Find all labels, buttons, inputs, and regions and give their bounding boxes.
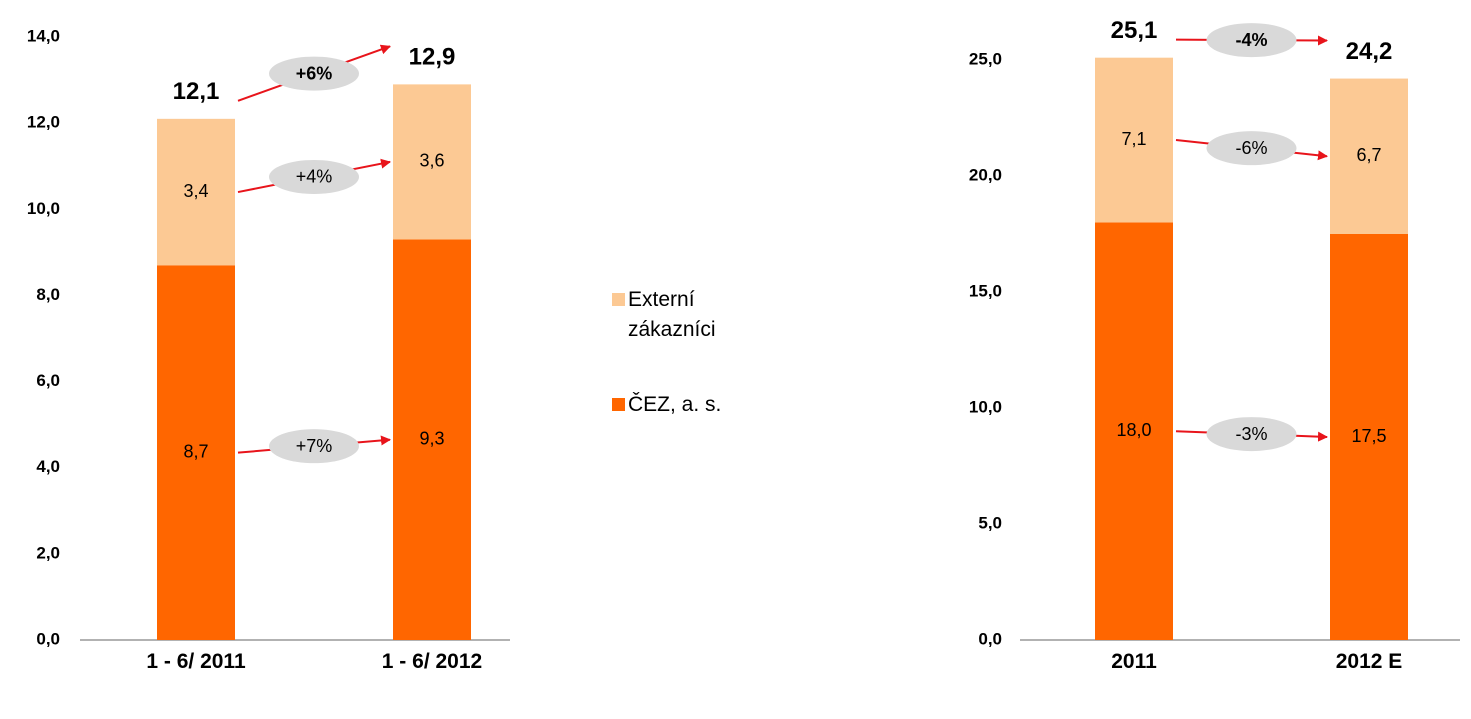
bar-segment <box>1095 57 1173 223</box>
change-badge <box>269 429 359 464</box>
change-label: +4% <box>296 167 333 187</box>
change-badge <box>269 159 359 194</box>
legend-label: Externí zákazníci <box>628 288 716 341</box>
bar-segment <box>1095 222 1173 640</box>
y-tick-label: 25,0 <box>969 49 1002 68</box>
y-tick-label: 14,0 <box>27 26 60 45</box>
change-label: +7% <box>296 436 333 456</box>
change-badge <box>1206 417 1297 452</box>
legend-swatch <box>612 398 625 411</box>
x-tick-label: 1 - 6/ 2012 <box>381 650 483 673</box>
segment-label: 3,6 <box>419 151 444 171</box>
bar-segment <box>1330 234 1408 640</box>
segment-label: 6,7 <box>1356 145 1381 165</box>
change-badge <box>1206 131 1297 166</box>
change-badge <box>1206 23 1297 58</box>
x-tick-label: 2012 E <box>1335 650 1403 673</box>
segment-label: 9,3 <box>419 428 444 448</box>
bar-segment <box>393 84 471 240</box>
bar-segment <box>1330 78 1408 234</box>
y-tick-label: 2,0 <box>36 543 60 562</box>
segment-label: 17,5 <box>1351 426 1386 446</box>
total-label: 25,1 <box>1111 17 1158 44</box>
segment-label: 7,1 <box>1121 129 1146 149</box>
segment-label: 8,7 <box>183 441 208 461</box>
y-tick-label: 8,0 <box>36 285 60 304</box>
y-tick-label: 10,0 <box>969 397 1002 416</box>
y-tick-label: 10,0 <box>27 199 60 218</box>
y-tick-label: 5,0 <box>978 513 1002 532</box>
change-label: +6% <box>296 63 333 83</box>
x-tick-label: 2011 <box>1111 650 1157 673</box>
y-tick-label: 20,0 <box>969 165 1002 184</box>
bar-segment <box>393 239 471 640</box>
y-tick-label: 12,0 <box>27 113 60 132</box>
y-tick-label: 0,0 <box>36 629 60 648</box>
segment-label: 18,0 <box>1116 420 1151 440</box>
x-tick-label: 1 - 6/ 2011 <box>146 650 246 673</box>
y-tick-label: 15,0 <box>969 281 1002 300</box>
change-label: -6% <box>1235 138 1267 158</box>
legend-swatch <box>612 293 625 306</box>
bar-segment <box>157 265 235 640</box>
change-badge <box>269 56 359 91</box>
y-tick-label: 6,0 <box>36 371 60 390</box>
bar-segment <box>157 118 235 266</box>
total-label: 24,2 <box>1346 38 1393 65</box>
total-label: 12,1 <box>173 78 220 105</box>
total-label: 12,9 <box>409 44 456 71</box>
segment-label: 3,4 <box>183 181 208 201</box>
y-tick-label: 0,0 <box>978 629 1002 648</box>
y-tick-label: 4,0 <box>36 457 60 476</box>
change-label: -4% <box>1235 30 1267 50</box>
legend-label: ČEZ, a. s. <box>628 393 722 416</box>
change-label: -3% <box>1235 424 1267 444</box>
